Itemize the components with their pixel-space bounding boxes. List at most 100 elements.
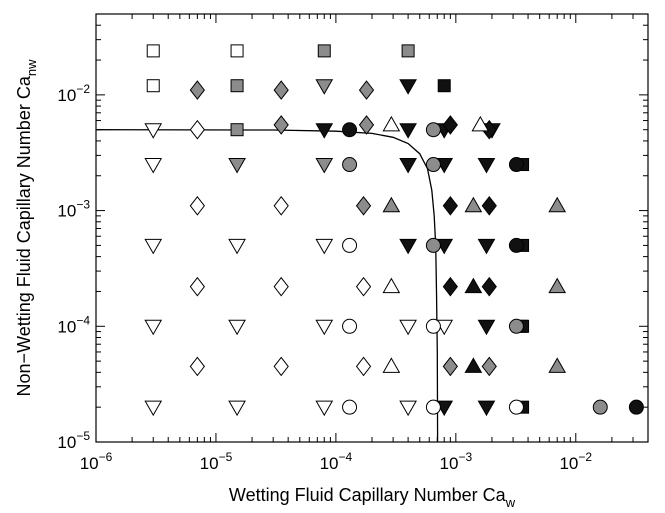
triangle-up-gray-marker — [382, 196, 401, 213]
axis-ticks — [95, 13, 649, 443]
circle-white-marker — [342, 318, 358, 334]
triangle-down-white-marker — [315, 319, 334, 336]
circle-white-marker — [508, 399, 524, 415]
diamond-white-marker — [189, 276, 205, 297]
triangle-down-white-marker — [144, 319, 163, 336]
y-tick-label: 10−4 — [57, 313, 90, 336]
diamond-gray-marker — [355, 195, 372, 216]
diamond-gray-marker — [442, 356, 458, 377]
square-white-marker — [230, 44, 244, 58]
triangle-down-black-marker — [477, 158, 496, 174]
triangle-down-white-marker — [144, 123, 163, 139]
circle-black-marker — [628, 399, 644, 415]
triangle-down-white-marker — [315, 400, 334, 417]
diamond-black-marker — [442, 195, 458, 216]
diamond-gray-marker — [189, 80, 205, 100]
triangle-down-black-marker — [477, 238, 496, 255]
circle-gray-marker — [508, 318, 524, 334]
triangle-down-white-marker — [399, 400, 417, 417]
triangle-down-white-marker — [228, 400, 246, 417]
triangle-up-gray-marker — [548, 196, 567, 213]
square-white-marker — [146, 79, 160, 93]
triangle-down-white-marker — [228, 319, 246, 336]
circle-white-marker — [342, 399, 358, 415]
diamond-white-marker — [355, 356, 372, 377]
triangle-down-white-marker — [228, 238, 246, 255]
circle-white-marker — [342, 237, 358, 253]
circle-gray-marker — [425, 157, 441, 173]
circle-gray-marker — [425, 237, 441, 253]
diamond-black-marker — [442, 115, 458, 135]
x-axis-label: Wetting Fluid Capillary Number Caw — [229, 485, 516, 510]
data-markers — [144, 44, 644, 417]
triangle-down-white-marker — [144, 158, 163, 174]
diamond-gray-marker — [358, 115, 375, 135]
triangle-up-gray-marker — [548, 357, 567, 373]
x-tick-label: 10−5 — [200, 450, 233, 473]
square-black-marker — [437, 79, 451, 93]
circle-gray-marker — [342, 157, 358, 173]
circle-gray-marker — [425, 122, 441, 138]
triangle-down-black-marker — [315, 123, 334, 139]
diamond-white-marker — [189, 356, 205, 377]
diamond-gray-marker — [481, 356, 497, 377]
y-axis-label-sub: nw — [24, 59, 39, 76]
triangle-up-black-marker — [464, 357, 483, 373]
triangle-down-black-marker — [399, 238, 417, 255]
y-axis-label: Non−Wetting Fluid Capillary Number Canw — [14, 59, 39, 397]
y-tick-label: 10−2 — [57, 82, 90, 105]
triangle-down-white-marker — [315, 238, 334, 255]
x-tick-label: 10−2 — [559, 450, 592, 473]
x-axis-label-main: Wetting Fluid Capillary Number Ca — [229, 485, 507, 505]
y-tick-label: 10−5 — [57, 429, 90, 452]
tick-labels: 10−6 10−5 10−4 10−3 10−210−510−410−310−2 — [57, 82, 592, 473]
diamond-gray-marker — [273, 80, 289, 100]
diamond-black-marker — [442, 276, 458, 297]
plot-frame — [95, 13, 649, 443]
circle-black-marker — [342, 122, 358, 138]
diamond-black-marker — [481, 276, 497, 297]
boundary-curve — [95, 129, 439, 443]
x-tick-label: 10−3 — [440, 450, 473, 473]
circle-black-marker — [508, 237, 524, 253]
triangle-up-white-marker — [382, 277, 401, 294]
circle-white-marker — [425, 399, 441, 415]
diamond-white-marker — [189, 119, 205, 140]
diamond-white-marker — [273, 195, 289, 216]
triangle-down-white-marker — [144, 238, 163, 255]
x-axis-label-sub: w — [505, 495, 516, 510]
triangle-down-black-marker — [399, 158, 417, 174]
triangle-down-gray-marker — [228, 158, 246, 174]
diamond-white-marker — [273, 276, 289, 297]
triangle-down-black-marker — [477, 319, 496, 336]
triangle-up-gray-marker — [464, 196, 483, 213]
square-gray-marker — [317, 44, 331, 58]
circle-black-marker — [508, 157, 524, 173]
x-tick-label: 10−6 — [80, 450, 113, 473]
x-tick-label: 10−4 — [320, 450, 353, 473]
triangle-down-gray-marker — [315, 79, 334, 95]
triangle-down-white-marker — [144, 400, 163, 417]
diamond-white-marker — [355, 276, 372, 297]
y-axis-label-main: Non−Wetting Fluid Capillary Number Ca — [14, 75, 34, 396]
diamond-white-marker — [273, 356, 289, 377]
triangle-up-gray-marker — [548, 277, 567, 294]
triangle-down-black-marker — [399, 79, 417, 95]
fit-curve-layer — [95, 129, 439, 443]
triangle-up-white-marker — [382, 115, 401, 132]
triangle-down-black-marker — [477, 400, 496, 417]
triangle-down-gray-marker — [315, 158, 334, 174]
square-gray-marker — [230, 123, 244, 137]
triangle-down-black-marker — [399, 123, 417, 139]
square-white-marker — [146, 44, 160, 58]
diamond-gray-marker — [273, 115, 289, 135]
y-tick-label: 10−3 — [57, 198, 90, 221]
square-gray-marker — [230, 79, 244, 93]
triangle-up-white-marker — [471, 115, 490, 132]
diamond-gray-marker — [358, 80, 375, 100]
triangle-up-black-marker — [464, 277, 483, 294]
square-gray-marker — [401, 44, 415, 58]
triangle-up-white-marker — [382, 357, 401, 373]
circle-gray-marker — [592, 399, 608, 415]
